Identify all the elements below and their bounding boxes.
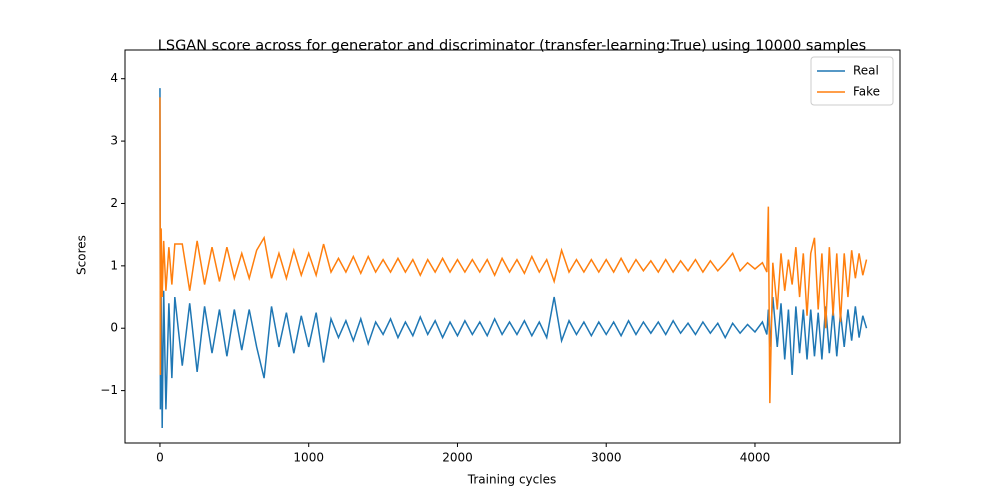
chart-title: LSGAN score across for generator and dis… (158, 38, 866, 54)
plot-frame (124, 49, 901, 444)
y-tick-label: 0 (110, 321, 118, 335)
legend-box (810, 56, 894, 106)
x-tick-label: 1000 (293, 451, 324, 465)
legend-label: Fake (853, 85, 880, 99)
y-tick-label: −1 (100, 383, 118, 397)
y-tick-label: 1 (110, 258, 118, 272)
line-series (159, 97, 868, 404)
y-axis-label: Scores (75, 235, 89, 275)
x-tick-label: 2000 (442, 451, 473, 465)
x-tick-label: 3000 (591, 451, 622, 465)
x-tick-label: 0 (156, 451, 164, 465)
x-axis-label: Training cycles (467, 473, 556, 487)
y-tick-label: 3 (110, 134, 118, 148)
legend-label: Real (853, 64, 879, 78)
y-tick-label: 4 (110, 71, 118, 85)
line-series (159, 88, 868, 429)
y-tick-label: 2 (110, 196, 118, 210)
x-tick-label: 4000 (740, 451, 771, 465)
